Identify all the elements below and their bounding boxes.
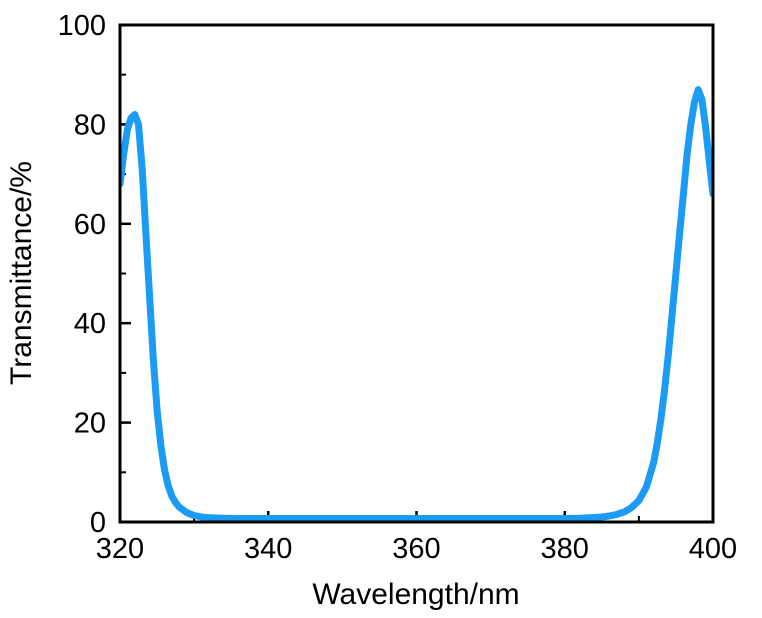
y-tick-label: 80 xyxy=(74,109,106,141)
axis-ticks xyxy=(118,23,715,524)
x-tick-label: 320 xyxy=(96,533,144,565)
plot-border xyxy=(118,23,715,524)
tick-labels: 320 340 360 380 400 0 20 40 60 80 100 xyxy=(58,10,738,565)
y-tick-label: 0 xyxy=(90,507,106,539)
x-axis-label: Wavelength/nm xyxy=(312,578,519,611)
y-tick-label: 60 xyxy=(74,209,106,241)
transmittance-curve xyxy=(120,86,713,522)
y-tick-label: 20 xyxy=(74,408,106,440)
x-tick-label: 400 xyxy=(689,533,737,565)
y-tick-label: 100 xyxy=(58,10,106,42)
x-tick-label: 340 xyxy=(244,533,292,565)
x-tick-label: 380 xyxy=(541,533,589,565)
y-axis-label: Transmittance/% xyxy=(5,161,38,385)
y-tick-label: 40 xyxy=(74,308,106,340)
x-tick-label: 360 xyxy=(392,533,440,565)
